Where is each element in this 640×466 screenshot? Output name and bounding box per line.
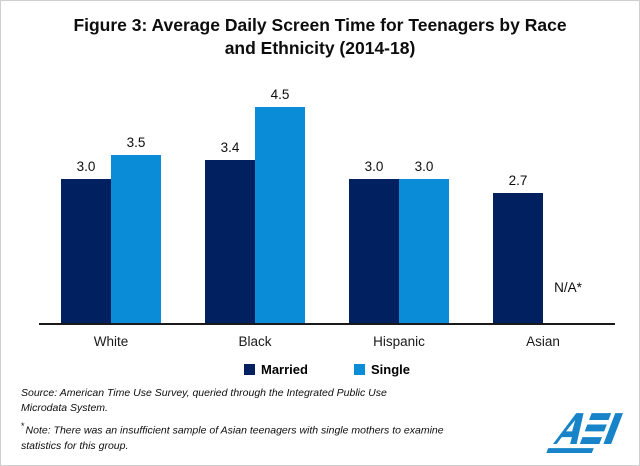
- value-label: 3.0: [414, 159, 434, 174]
- legend-label-married: Married: [261, 362, 308, 377]
- legend-item-married: Married: [244, 362, 308, 377]
- value-label: 3.5: [126, 135, 146, 150]
- category-label-asian: Asian: [526, 334, 560, 349]
- na-label: N/A*: [554, 280, 582, 295]
- source-note-line-2: Microdata System.: [21, 402, 108, 415]
- legend-swatch-married: [244, 364, 255, 375]
- bar-group-asian: 2.7 N/A*: [471, 83, 615, 323]
- value-label: 4.5: [270, 87, 290, 102]
- plot-area: 3.0 3.5 3.4 4.5 3.0 3.0 2.7 N/A*: [39, 83, 615, 323]
- asterisk-note: *Note: There was an insufficient sample …: [21, 420, 444, 455]
- bar-group-hispanic: 3.0 3.0: [327, 83, 471, 323]
- legend-item-single: Single: [353, 362, 410, 377]
- footnotes: Source: American Time Use Survey, querie…: [21, 386, 444, 456]
- note-asterisk: *: [21, 421, 25, 431]
- value-label: 3.0: [364, 159, 384, 174]
- value-label: 3.0: [76, 159, 96, 174]
- category-label-black: Black: [238, 334, 272, 349]
- bar-group-black: 3.4 4.5: [183, 83, 327, 323]
- bar-married-asian: 2.7: [493, 173, 543, 323]
- category-label-hispanic: Hispanic: [373, 334, 425, 349]
- bar-married-hispanic: 3.0: [349, 159, 399, 323]
- bar-chart: 3.0 3.5 3.4 4.5 3.0 3.0 2.7 N/A* White Black Hisp…: [39, 83, 615, 377]
- value-label: 2.7: [508, 173, 528, 189]
- figure-title: Figure 3: Average Daily Screen Time for …: [1, 1, 639, 60]
- asterisk-note-line-2: statistics for this group.: [21, 440, 129, 453]
- figure-title-line-2: and Ethnicity (2014-18): [224, 38, 416, 59]
- category-axis-labels: White Black Hispanic Asian: [39, 334, 615, 349]
- x-axis-line: [39, 323, 615, 325]
- source-note-line-1: Source: American Time Use Survey, querie…: [21, 386, 387, 399]
- aei-logo-glyphs: [546, 413, 623, 453]
- bar-married-white: 3.0: [61, 159, 111, 323]
- category-label-white: White: [93, 334, 129, 349]
- bar-married-black: 3.4: [205, 140, 255, 323]
- chart-legend: Married Single: [39, 362, 615, 377]
- bar-group-white: 3.0 3.5: [39, 83, 183, 323]
- legend-label-single: Single: [370, 362, 410, 377]
- asterisk-note-line-1: *Note: There was an insufficient sample …: [21, 421, 444, 437]
- aei-logo: [546, 413, 623, 453]
- figure-title-line-1: Figure 3: Average Daily Screen Time for …: [73, 15, 567, 35]
- bar-single-hispanic: 3.0: [399, 159, 449, 323]
- value-label: 3.4: [220, 139, 240, 155]
- bar-single-white: 3.5: [111, 135, 161, 323]
- source-note: Source: American Time Use Survey, querie…: [21, 386, 444, 418]
- legend-swatch-single: [353, 364, 365, 375]
- bar-single-black: 4.5: [255, 87, 305, 323]
